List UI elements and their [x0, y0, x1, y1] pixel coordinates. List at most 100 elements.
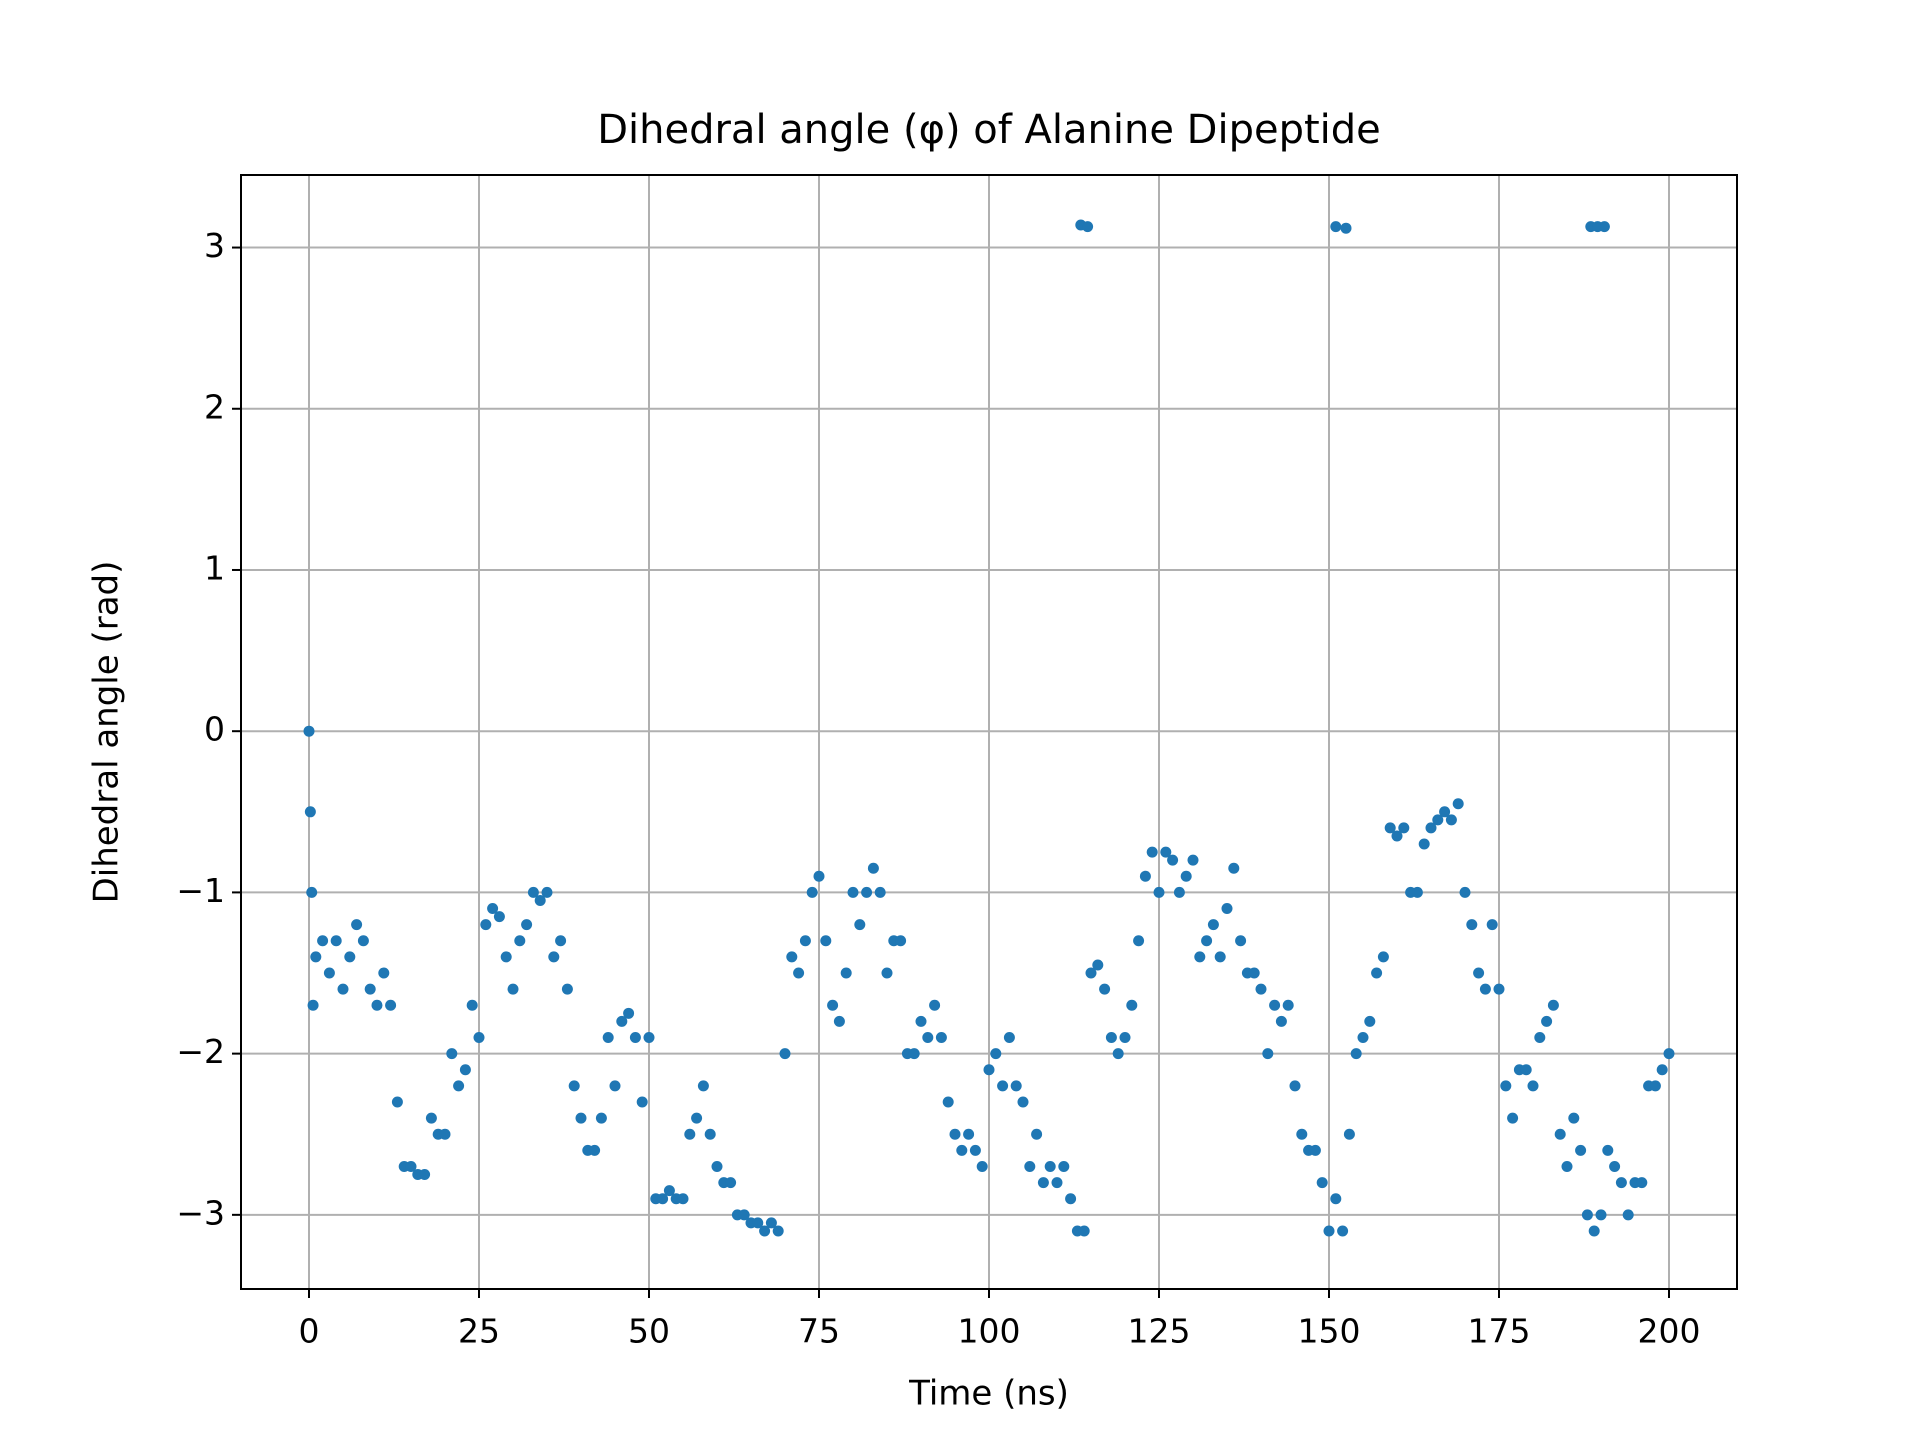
point [813, 870, 825, 882]
plot-area [303, 219, 1675, 1237]
point [561, 983, 573, 995]
point [677, 1193, 689, 1205]
point [1568, 1112, 1580, 1124]
point [1255, 983, 1267, 995]
point [364, 983, 376, 995]
point [1493, 983, 1505, 995]
point [861, 886, 873, 898]
x-tick-label: 150 [1298, 1312, 1361, 1351]
point [1031, 1128, 1043, 1140]
x-tick-label: 100 [958, 1312, 1021, 1351]
point [1473, 967, 1485, 979]
point [1507, 1112, 1519, 1124]
point [663, 1185, 675, 1197]
point [636, 1096, 648, 1108]
point [1364, 1015, 1376, 1027]
point [419, 1169, 431, 1181]
point [854, 919, 866, 931]
point [881, 967, 893, 979]
point [806, 886, 818, 898]
point [657, 1193, 669, 1205]
grid [241, 175, 1737, 1289]
point [820, 935, 832, 947]
point [1316, 1177, 1328, 1189]
x-axis-label: Time (ns) [908, 1374, 1069, 1414]
point [1187, 854, 1199, 866]
point [1099, 983, 1111, 995]
y-tick-label: 1 [204, 548, 225, 587]
point [1082, 221, 1094, 233]
point [1425, 822, 1437, 834]
point [453, 1080, 465, 1092]
point [602, 1032, 614, 1044]
point [1146, 846, 1158, 858]
point [1575, 1144, 1587, 1156]
point [1173, 886, 1185, 898]
point [935, 1032, 947, 1044]
ticks: 0 25 50 75 100 125 150 175 200 −3 −2 −1 0 1 2 3 [176, 226, 1700, 1350]
point [1323, 1225, 1335, 1237]
x-tick-label: 25 [458, 1312, 500, 1351]
point [548, 951, 560, 963]
point [1092, 959, 1104, 971]
point [337, 983, 349, 995]
y-tick-label: 3 [204, 226, 225, 265]
point [1656, 1064, 1668, 1076]
point [1201, 935, 1213, 947]
point [725, 1177, 737, 1189]
point [1350, 1048, 1362, 1060]
point [1541, 1015, 1553, 1027]
x-tick-label: 200 [1638, 1312, 1701, 1351]
point [963, 1128, 975, 1140]
y-tick-label: 0 [204, 710, 225, 749]
point [330, 935, 342, 947]
y-tick-label: −2 [176, 1032, 225, 1071]
point [1235, 935, 1247, 947]
point [1214, 951, 1226, 963]
point [1139, 870, 1151, 882]
point [521, 919, 533, 931]
point [915, 1015, 927, 1027]
point [1357, 1032, 1369, 1044]
point [391, 1096, 403, 1108]
point [1105, 1032, 1117, 1044]
point [1275, 1015, 1287, 1027]
point [1445, 814, 1457, 826]
point [1371, 967, 1383, 979]
point [1636, 1177, 1648, 1189]
point [500, 951, 512, 963]
point [929, 999, 941, 1011]
point [1153, 886, 1165, 898]
point [908, 1048, 920, 1060]
point [629, 1032, 641, 1044]
point [1160, 846, 1172, 858]
point [351, 919, 363, 931]
point [1037, 1177, 1049, 1189]
x-tick-label: 125 [1128, 1312, 1191, 1351]
point [1003, 1032, 1015, 1044]
point [307, 999, 319, 1011]
point [446, 1048, 458, 1060]
point [833, 1015, 845, 1027]
point [1282, 999, 1294, 1011]
point [1452, 798, 1464, 810]
point [385, 999, 397, 1011]
point [779, 1048, 791, 1060]
point [1602, 1144, 1614, 1156]
point [1051, 1177, 1063, 1189]
point [1479, 983, 1491, 995]
point [317, 935, 329, 947]
chart-title: Dihedral angle (φ) of Alanine Dipeptide [597, 107, 1381, 153]
point [589, 1144, 601, 1156]
point [1398, 822, 1410, 834]
point [595, 1112, 607, 1124]
point [1609, 1160, 1621, 1172]
point [1411, 886, 1423, 898]
point [1561, 1160, 1573, 1172]
point [1010, 1080, 1022, 1092]
point [1207, 919, 1219, 931]
point [1663, 1048, 1675, 1060]
point [1343, 1128, 1355, 1140]
point [1432, 814, 1444, 826]
